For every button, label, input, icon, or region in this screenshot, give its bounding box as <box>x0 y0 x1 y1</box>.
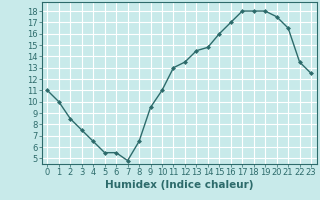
X-axis label: Humidex (Indice chaleur): Humidex (Indice chaleur) <box>105 180 253 190</box>
